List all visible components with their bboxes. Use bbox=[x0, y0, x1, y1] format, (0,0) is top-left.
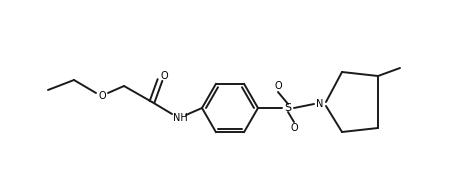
Text: S: S bbox=[284, 103, 292, 113]
Text: N: N bbox=[316, 99, 324, 109]
Text: O: O bbox=[160, 71, 168, 81]
Text: NH: NH bbox=[173, 113, 187, 123]
Text: O: O bbox=[290, 123, 298, 133]
Text: O: O bbox=[98, 91, 106, 101]
Text: O: O bbox=[274, 81, 282, 91]
